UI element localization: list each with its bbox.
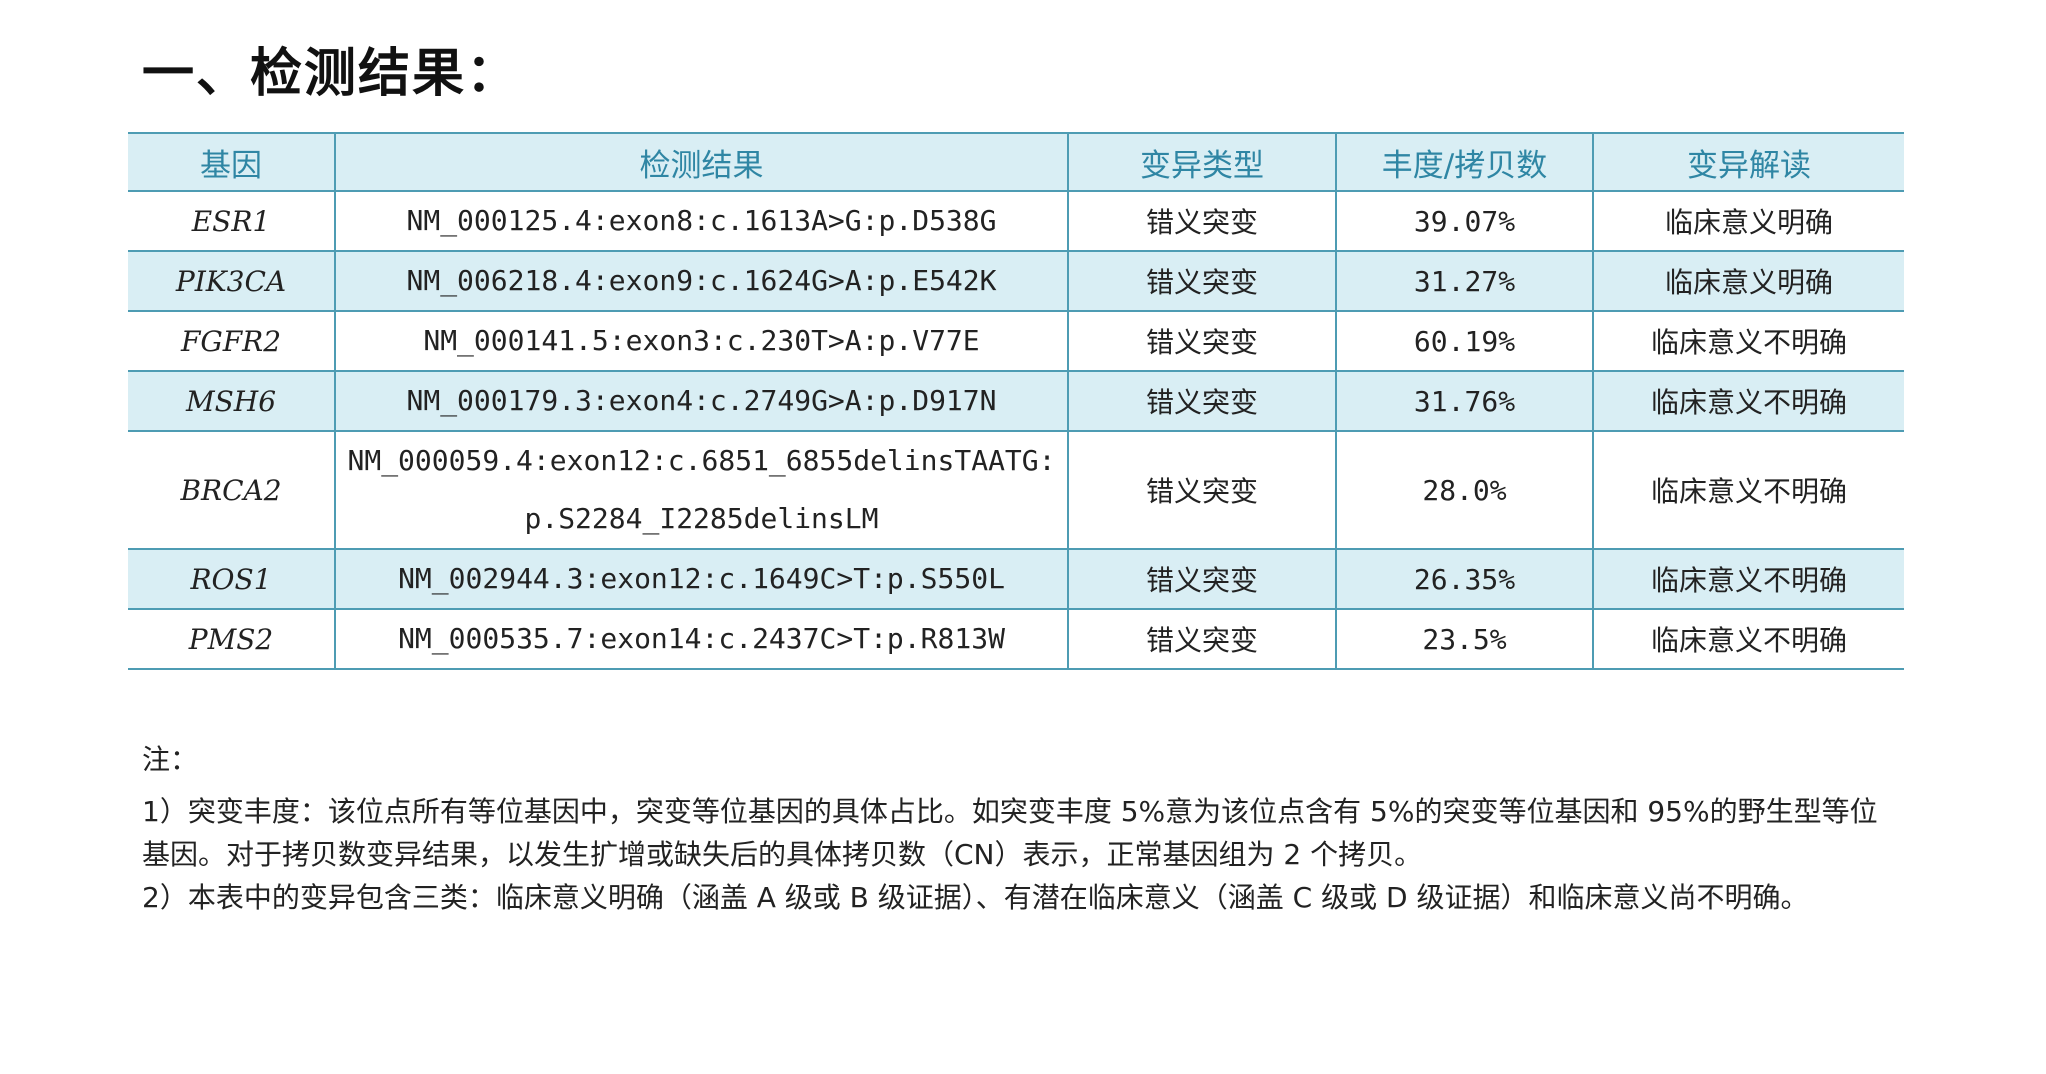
header-gene: 基因 [128,132,336,192]
table-row: BRCA2 NM_000059.4:exon12:c.6851_6855delin… [128,430,1904,550]
header-result: 检测结果 [334,132,1069,192]
table-row: ROS1 NM_002944.3:exon12:c.1649C>T:p.S550L… [128,548,1904,610]
gene-cell: MSH6 [128,370,336,432]
frequency-cell: 31.27% [1335,250,1594,312]
result-cell: NM_000059.4:exon12:c.6851_6855delinsTAAT… [334,430,1069,550]
result-cell: NM_006218.4:exon9:c.1624G>A:p.E542K [334,250,1069,312]
gene-cell: FGFR2 [128,310,336,372]
result-cell: NM_000125.4:exon8:c.1613A>G:p.D538G [334,190,1069,252]
result-line: p.S2284_I2285delinsLM [524,502,879,535]
note-item-1: 1）突变丰度：该位点所有等位基因中，突变等位基因的具体占比。如突变丰度 5%意为… [142,795,1878,871]
note-item-2: 2）本表中的变异包含三类：临床意义明确（涵盖 A 级或 B 级证据）、有潜在临床… [142,881,1809,914]
result-cell: NM_000535.7:exon14:c.2437C>T:p.R813W [334,608,1069,670]
variant-type-cell: 错义突变 [1067,190,1337,252]
interpretation-cell: 临床意义不明确 [1592,370,1904,432]
gene-cell: PMS2 [128,608,336,670]
table-row: MSH6 NM_000179.3:exon4:c.2749G>A:p.D917N 错… [128,370,1904,432]
table-row: ESR1 NM_000125.4:exon8:c.1613A>G:p.D538G 错… [128,190,1904,252]
gene-cell: ROS1 [128,548,336,610]
header-variant-type: 变异类型 [1067,132,1337,192]
frequency-cell: 23.5% [1335,608,1594,670]
frequency-cell: 26.35% [1335,548,1594,610]
interpretation-cell: 临床意义明确 [1592,250,1904,312]
gene-cell: PIK3CA [128,250,336,312]
gene-cell: BRCA2 [128,430,336,550]
interpretation-cell: 临床意义不明确 [1592,548,1904,610]
header-interpretation: 变异解读 [1592,132,1904,192]
table-row: PMS2 NM_000535.7:exon14:c.2437C>T:p.R813W… [128,608,1904,670]
frequency-cell: 60.19% [1335,310,1594,372]
frequency-cell: 31.76% [1335,370,1594,432]
variant-type-cell: 错义突变 [1067,250,1337,312]
notes-section: 注： 1）突变丰度：该位点所有等位基因中，突变等位基因的具体占比。如突变丰度 5… [142,738,1902,919]
variant-type-cell: 错义突变 [1067,548,1337,610]
result-line: NM_000141.5:exon3:c.230T>A:p.V77E [423,324,980,357]
table-header-row: 基因 检测结果 变异类型 丰度/拷贝数 变异解读 [128,132,1904,192]
gene-cell: ESR1 [128,190,336,252]
variant-type-cell: 错义突变 [1067,370,1337,432]
result-line: NM_002944.3:exon12:c.1649C>T:p.S550L [398,562,1005,595]
interpretation-cell: 临床意义不明确 [1592,310,1904,372]
result-line: NM_006218.4:exon9:c.1624G>A:p.E542K [406,264,997,297]
table-body: ESR1 NM_000125.4:exon8:c.1613A>G:p.D538G 错… [128,190,1904,670]
result-line: NM_000125.4:exon8:c.1613A>G:p.D538G [406,204,997,237]
table-row: FGFR2 NM_000141.5:exon3:c.230T>A:p.V77E 错义… [128,310,1904,372]
interpretation-cell: 临床意义不明确 [1592,608,1904,670]
frequency-cell: 28.0% [1335,430,1594,550]
result-cell: NM_000179.3:exon4:c.2749G>A:p.D917N [334,370,1069,432]
variant-type-cell: 错义突变 [1067,310,1337,372]
interpretation-cell: 临床意义不明确 [1592,430,1904,550]
result-line: NM_000535.7:exon14:c.2437C>T:p.R813W [398,622,1005,655]
page-title: 一、检测结果： [142,44,521,104]
header-frequency: 丰度/拷贝数 [1335,132,1594,192]
results-table: 基因 检测结果 变异类型 丰度/拷贝数 变异解读 ESR1 NM_000125.4… [128,132,1904,670]
variant-type-cell: 错义突变 [1067,608,1337,670]
variant-type-cell: 错义突变 [1067,430,1337,550]
result-cell: NM_000141.5:exon3:c.230T>A:p.V77E [334,310,1069,372]
result-line: NM_000059.4:exon12:c.6851_6855delinsTAAT… [347,444,1056,477]
interpretation-cell: 临床意义明确 [1592,190,1904,252]
result-cell: NM_002944.3:exon12:c.1649C>T:p.S550L [334,548,1069,610]
table-row: PIK3CA NM_006218.4:exon9:c.1624G>A:p.E542… [128,250,1904,312]
notes-heading: 注： [142,743,199,776]
result-line: NM_000179.3:exon4:c.2749G>A:p.D917N [406,384,997,417]
frequency-cell: 39.07% [1335,190,1594,252]
